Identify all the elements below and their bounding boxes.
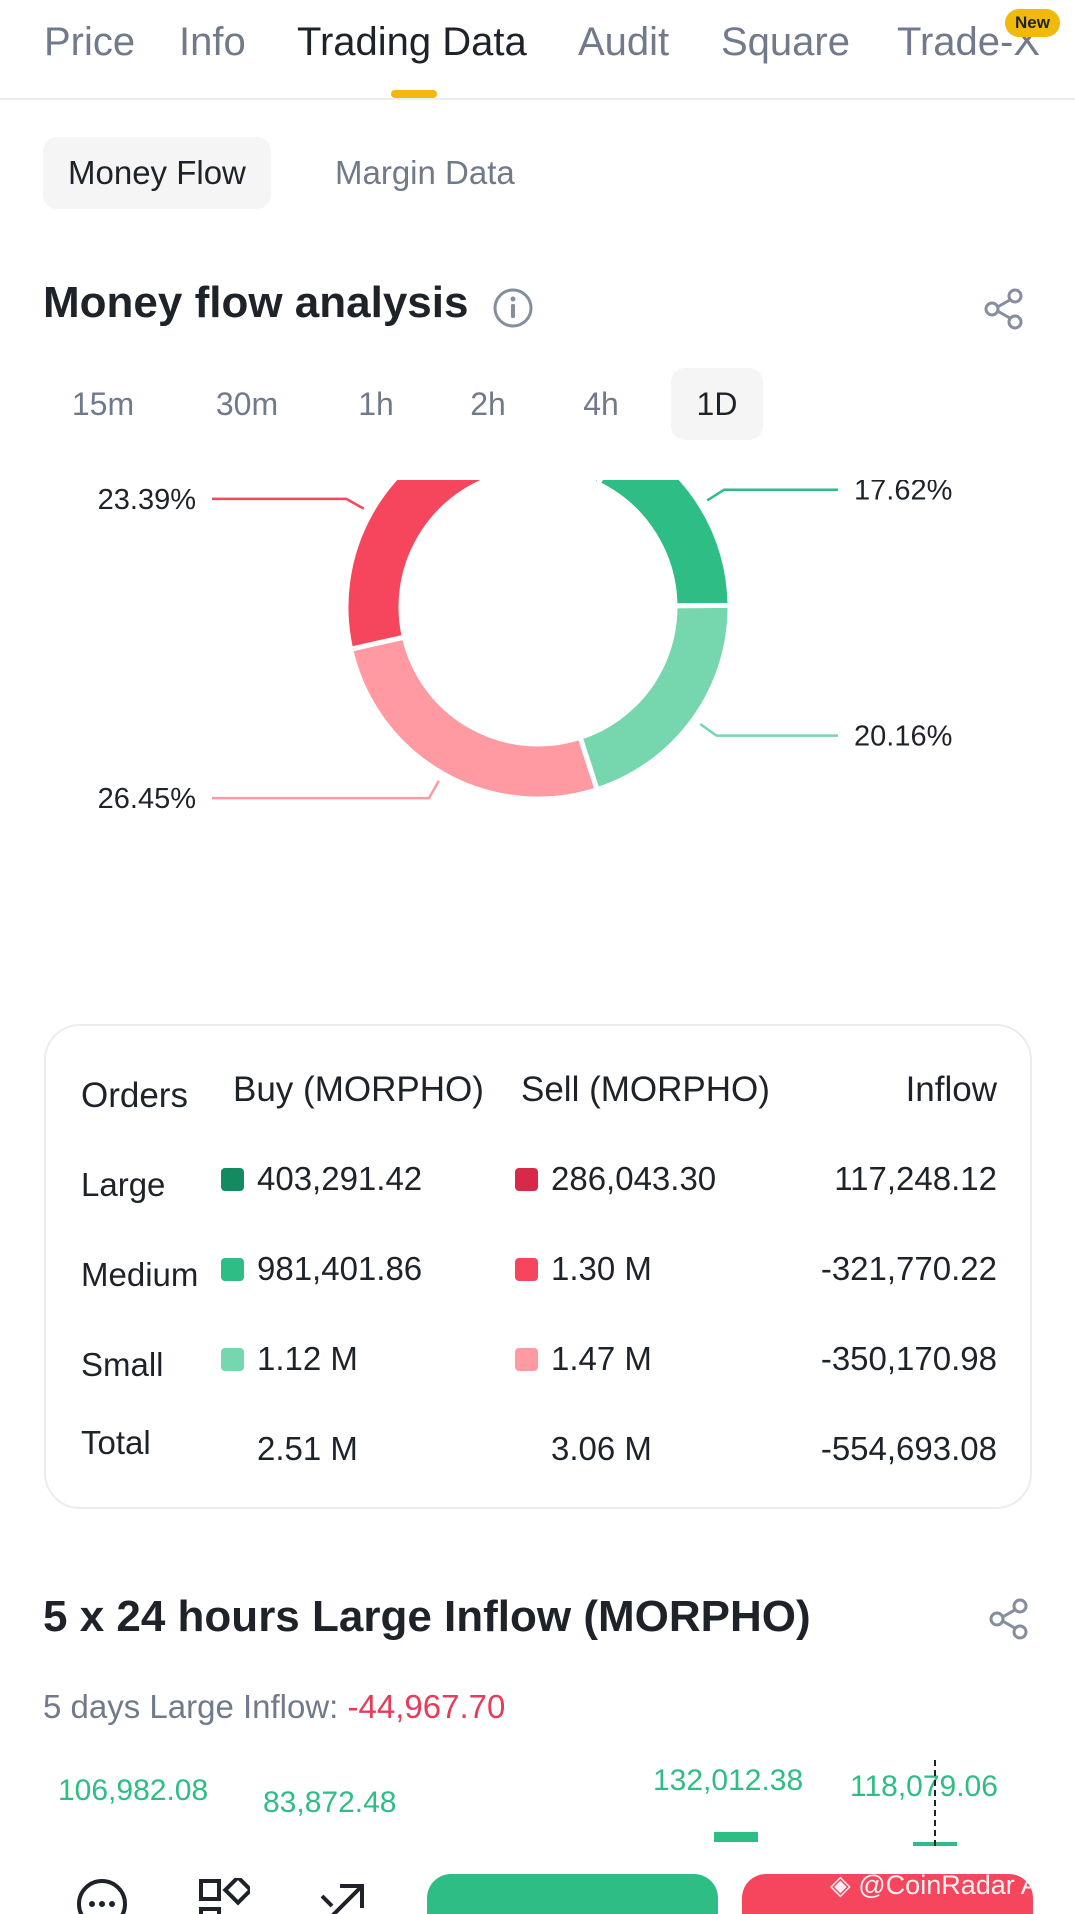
header-buy: Buy (MORPHO)	[233, 1070, 484, 1109]
share-icon-large-inflow[interactable]	[987, 1597, 1031, 1641]
header-sell: Sell (MORPHO)	[521, 1070, 770, 1109]
top-tab-bar: Price Info Trading Data Audit Square Tra…	[0, 0, 1075, 100]
tab-square[interactable]: Square	[721, 20, 850, 64]
row-label-small: Small	[81, 1346, 164, 1383]
row-label-total: Total	[81, 1424, 151, 1461]
medium-inflow-value: -321,770.22	[820, 1250, 997, 1287]
active-tab-indicator	[391, 90, 437, 98]
total-sell-value: 3.06 M	[551, 1430, 652, 1467]
large-sell-value: 286,043.30	[551, 1160, 717, 1197]
medium-sell-value: 1.30 M	[551, 1250, 652, 1287]
total-inflow-value: -554,693.08	[820, 1430, 997, 1467]
period-1d[interactable]: 1D	[671, 368, 763, 440]
swatch-small-buy	[221, 1348, 244, 1371]
period-15m[interactable]: 15m	[71, 386, 135, 422]
large-inflow-value: 117,248.12	[834, 1160, 997, 1197]
bar-value-1: 106,982.08	[58, 1774, 209, 1807]
donut-label-medium-sell: 23.39%	[98, 484, 196, 516]
more-apps-icon[interactable]	[198, 1878, 250, 1914]
leader-line-small-buy	[699, 722, 838, 737]
large-inflow-title: 5 x 24 hours Large Inflow (MORPHO)	[43, 1592, 811, 1641]
donut-label-small-sell: 26.45%	[98, 783, 196, 815]
chat-icon[interactable]	[76, 1878, 128, 1914]
period-1h[interactable]: 1h	[358, 386, 394, 422]
donut-label-small-buy: 20.16%	[854, 721, 952, 753]
leader-line-medium-buy	[706, 488, 838, 502]
tab-info[interactable]: Info	[179, 20, 246, 64]
five-day-inflow-label: 5 days Large Inflow:	[43, 1688, 348, 1725]
swatch-large-buy	[221, 1168, 244, 1191]
watermark: ◈ @CoinRadar Alert	[830, 1870, 1075, 1901]
period-30m[interactable]: 30m	[215, 386, 279, 422]
orders-table: Orders Buy (MORPHO) Sell (MORPHO) Inflow…	[44, 1024, 1032, 1509]
small-buy-value: 1.12 M	[257, 1340, 358, 1377]
donut-slice-medium-sell[interactable]	[343, 480, 495, 653]
large-buy-value: 403,291.42	[257, 1160, 423, 1197]
watermark-text: @CoinRadar Alert	[858, 1870, 1075, 1900]
tab-price[interactable]: Price	[44, 20, 136, 64]
bar-3	[714, 1832, 758, 1842]
donut-slice-small-buy[interactable]	[576, 602, 733, 793]
buy-button[interactable]	[427, 1874, 718, 1914]
large-inflow-bar-chart: 106,982.08 83,872.48 132,012.38 118,079.…	[0, 1760, 1075, 1846]
swatch-medium-sell	[515, 1258, 538, 1281]
five-day-inflow-value: -44,967.70	[347, 1688, 506, 1725]
new-badge: New	[1005, 9, 1060, 37]
row-label-large: Large	[81, 1166, 166, 1203]
total-buy-value: 2.51 M	[257, 1430, 358, 1467]
tab-trading-data[interactable]: Trading Data	[297, 20, 527, 64]
period-2h[interactable]: 2h	[470, 386, 506, 422]
donut-label-medium-buy: 17.62%	[854, 480, 952, 507]
small-inflow-value: -350,170.98	[820, 1340, 997, 1377]
chart-crosshair	[934, 1760, 936, 1846]
leader-line-medium-sell	[212, 497, 365, 510]
swatch-medium-buy	[221, 1258, 244, 1281]
watermark-logo-icon: ◈	[830, 1870, 859, 1900]
period-4h[interactable]: 4h	[583, 386, 619, 422]
money-flow-donut-chart: 7.24%17.62%20.16%26.45%23.39%5.13%	[98, 480, 952, 815]
money-flow-title: Money flow analysis	[43, 278, 469, 327]
share-icon[interactable]	[982, 287, 1026, 331]
subtab-money-flow[interactable]: Money Flow	[43, 137, 271, 209]
header-inflow: Inflow	[905, 1070, 997, 1109]
five-day-inflow-summary: 5 days Large Inflow: -44,967.70	[43, 1688, 505, 1726]
swatch-small-sell	[515, 1348, 538, 1371]
trade-arrow-icon[interactable]	[318, 1878, 370, 1914]
info-icon[interactable]	[492, 287, 534, 329]
small-sell-value: 1.47 M	[551, 1340, 652, 1377]
swatch-large-sell	[515, 1168, 538, 1191]
donut-slice-small-sell[interactable]	[347, 634, 601, 802]
bar-value-4: 118,079.06	[850, 1770, 998, 1803]
sell-button[interactable]	[742, 1874, 1033, 1914]
tab-audit[interactable]: Audit	[578, 20, 670, 64]
bar-value-2: 83,872.48	[263, 1786, 397, 1819]
subtab-margin-data[interactable]: Margin Data	[335, 154, 515, 191]
row-label-medium: Medium	[81, 1256, 199, 1293]
medium-buy-value: 981,401.86	[257, 1250, 423, 1287]
bar-value-3: 132,012.38	[653, 1764, 804, 1797]
leader-line-small-sell	[212, 780, 440, 800]
header-orders: Orders	[81, 1076, 188, 1115]
